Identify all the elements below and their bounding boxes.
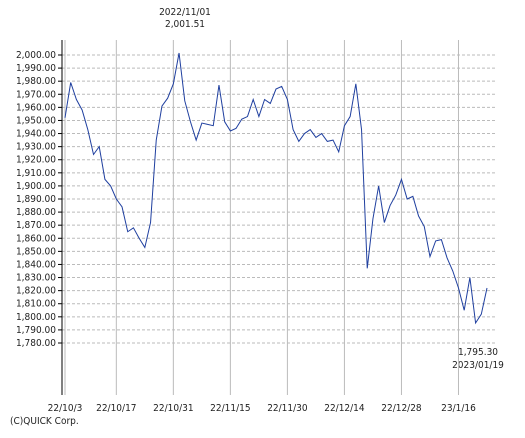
y-tick-label: 1,930.00 [16,142,56,153]
y-tick-label: 1,820.00 [16,286,56,297]
y-tick-label: 1,850.00 [16,246,56,257]
y-tick-label: 1,860.00 [16,233,56,244]
x-tick-label: 23/1/16 [441,403,476,414]
y-tick-label: 1,950.00 [16,115,56,126]
low-value: 1,795.30 [458,347,498,358]
y-tick-label: 1,880.00 [16,207,56,218]
y-tick-label: 1,830.00 [16,273,56,284]
y-tick-label: 1,960.00 [16,102,56,113]
y-tick-label: 1,980.00 [16,76,56,87]
y-tick-label: 1,920.00 [16,155,56,166]
y-tick-label: 1,840.00 [16,259,56,270]
x-tick-label: 22/10/31 [153,403,193,414]
x-tick-label: 22/12/28 [381,403,422,414]
x-tick-label: 22/12/14 [324,403,365,414]
y-tick-label: 1,870.00 [16,220,56,231]
y-tick-label: 1,890.00 [16,194,56,205]
y-tick-label: 1,800.00 [16,312,56,323]
y-tick-label: 1,970.00 [16,89,56,100]
source: (C)QUICK Corp. [10,416,79,427]
y-tick-label: 1,810.00 [16,299,56,310]
x-tick-label: 22/10/3 [48,403,83,414]
high-date: 2022/11/01 [159,7,211,18]
y-tick-label: 1,990.00 [16,63,56,74]
x-tick-label: 22/11/30 [267,403,308,414]
y-tick-label: 1,940.00 [16,129,56,140]
y-tick-label: 1,910.00 [16,168,56,179]
x-tick-label: 22/10/17 [96,403,136,414]
y-tick-label: 1,900.00 [16,181,56,192]
y-tick-label: 1,780.00 [16,338,56,349]
high-value: 2,001.51 [165,19,205,30]
x-tick-label: 22/11/15 [210,403,250,414]
low-date: 2023/01/19 [452,360,504,371]
y-tick-label: 2,000.00 [16,50,56,61]
y-tick-label: 1,790.00 [16,325,56,336]
series-line [64,52,488,325]
